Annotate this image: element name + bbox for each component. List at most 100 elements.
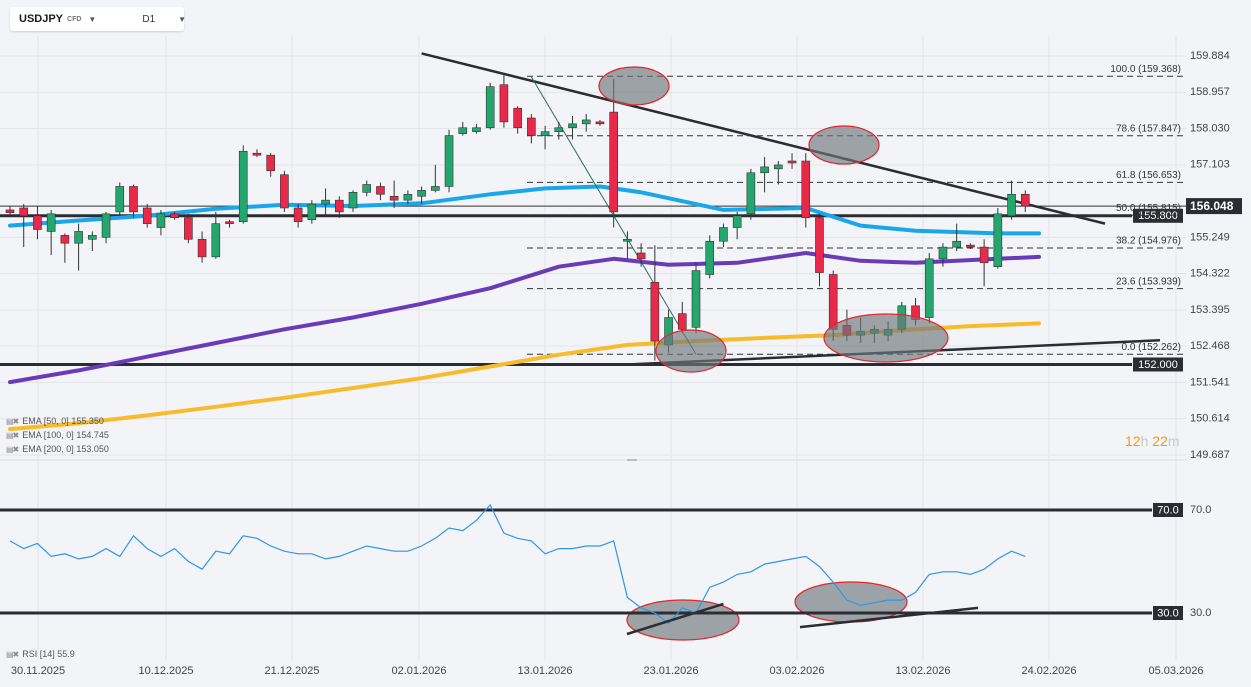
candle	[362, 180, 372, 197]
candle-body	[376, 186, 385, 195]
x-tick-label: 03.02.2026	[769, 665, 824, 677]
candle-body	[1007, 193, 1016, 217]
fib-level-label: 100.0 (159.368)	[1110, 64, 1181, 75]
legend-ema100[interactable]: ▤✖ EMA [100, 0] 154.745	[6, 430, 109, 440]
candle-body	[60, 235, 70, 244]
x-tick-label: 02.01.2026	[391, 665, 446, 677]
candle	[979, 239, 989, 287]
candle-body	[197, 238, 207, 258]
candle	[472, 123, 481, 134]
settings-close-icon[interactable]: ▤✖	[6, 416, 19, 426]
candle-body	[760, 166, 769, 174]
candle	[184, 213, 193, 244]
rsi-label: RSI [14]	[22, 649, 55, 659]
candle	[540, 125, 550, 150]
candle	[293, 204, 303, 228]
candle-body	[732, 215, 742, 228]
candle-body	[677, 313, 687, 330]
candle-body	[1020, 193, 1030, 207]
candle-body	[774, 164, 783, 170]
settings-close-icon[interactable]: ▤✖	[6, 649, 19, 659]
candle	[60, 233, 70, 263]
candle-body	[115, 186, 125, 213]
countdown-hours-unit: h	[1140, 433, 1149, 449]
candle-body	[293, 207, 303, 222]
candle-body	[334, 199, 344, 213]
settings-close-icon[interactable]: ▤✖	[6, 430, 19, 440]
candle	[554, 121, 564, 140]
timeframe-label[interactable]: D1	[142, 13, 156, 25]
highlight-ellipse	[823, 313, 949, 363]
candle-body	[321, 199, 330, 205]
candle-body	[417, 190, 426, 197]
rsi-trendline	[799, 606, 979, 629]
countdown-minutes: 22	[1152, 433, 1168, 449]
legend-ema50[interactable]: ▤✖ EMA [50, 0] 155.350	[6, 416, 104, 426]
candle-body	[815, 217, 824, 273]
y-tick-label: 149.687	[1190, 449, 1230, 461]
y-tick-label: 150.614	[1190, 413, 1230, 425]
x-tick-label: 30.11.2025	[11, 665, 65, 677]
current-price-label: 156.048	[1190, 199, 1234, 213]
fib-level-label: 50.0 (155.815)	[1116, 203, 1181, 214]
ema50-value: 155.350	[71, 416, 104, 426]
candle	[568, 116, 577, 140]
chevron-down-icon[interactable]: ▼	[88, 14, 97, 24]
candle	[1020, 190, 1030, 212]
candle	[334, 196, 344, 218]
rsi-panel: 70.0 30.0	[0, 503, 1183, 636]
candle	[705, 235, 715, 279]
legend-rsi[interactable]: ▤✖ RSI [14] 55.9	[6, 649, 75, 659]
candle	[719, 223, 728, 248]
candle	[966, 243, 975, 250]
y-tick-label: 152.468	[1190, 340, 1230, 352]
candle	[266, 153, 275, 177]
candle-body	[33, 215, 42, 230]
candle-body	[19, 207, 29, 217]
candle-body	[952, 240, 961, 248]
candle	[650, 245, 660, 361]
x-tick-label: 13.01.2026	[517, 665, 572, 677]
ema200-label: EMA [200, 0]	[22, 444, 74, 454]
candle	[129, 184, 138, 218]
candle-body	[307, 203, 317, 221]
candle-body	[211, 223, 221, 258]
candle-body	[581, 119, 591, 125]
x-tick-label: 05.03.2026	[1148, 665, 1203, 677]
candle	[431, 164, 440, 193]
candle-body	[101, 213, 111, 238]
candle-body	[458, 127, 468, 134]
countdown-hours: 12	[1125, 433, 1141, 449]
candlestick-series	[5, 74, 1030, 361]
chevron-down-icon[interactable]: ▼	[178, 14, 187, 24]
candle-body	[184, 217, 193, 240]
fib-level-label: 78.6 (157.847)	[1116, 123, 1181, 134]
candle	[787, 153, 797, 169]
candle	[760, 157, 769, 193]
settings-close-icon[interactable]: ▤✖	[6, 444, 19, 454]
candle	[348, 190, 358, 212]
candle-body	[513, 107, 522, 129]
candle	[74, 223, 83, 271]
candle-body	[705, 240, 715, 275]
fib-level-label: 38.2 (154.976)	[1116, 236, 1181, 247]
candle	[321, 188, 330, 216]
candle-body	[746, 172, 756, 215]
y-tick-label: 158.030	[1190, 122, 1230, 134]
candle	[101, 211, 111, 244]
legend-ema200[interactable]: ▤✖ EMA [200, 0] 153.050	[6, 444, 109, 454]
candle-body	[650, 282, 660, 342]
rsi-tick-label: 70.0	[1190, 504, 1211, 516]
candle-body	[609, 111, 618, 213]
ema200-value: 153.050	[76, 444, 109, 454]
rsi-value: 55.9	[57, 649, 75, 659]
y-tick-label: 158.957	[1190, 86, 1230, 98]
candle	[691, 262, 701, 334]
candle-body	[280, 174, 289, 209]
symbol-label[interactable]: USDJPY	[19, 13, 64, 25]
candle	[1007, 180, 1016, 220]
panel-resize-handle[interactable]	[627, 459, 637, 461]
candle-body	[623, 238, 632, 242]
candle-body	[142, 207, 152, 224]
